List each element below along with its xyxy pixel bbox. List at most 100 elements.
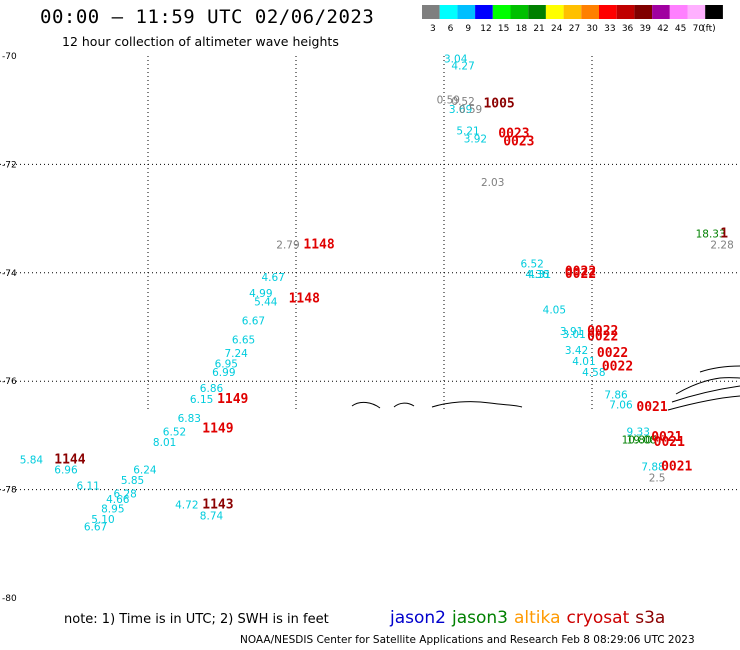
wave-height-label: 0.59 — [437, 95, 460, 107]
latitude-label: -70 — [2, 52, 17, 62]
wave-height-label: 4.01 — [572, 356, 595, 368]
legend-swatch — [599, 5, 617, 19]
pass-time-label: 0021 — [651, 430, 682, 445]
pass-time-label: 1149 — [217, 392, 248, 407]
legend-label: 9 — [465, 24, 471, 34]
satellite-legend-item: altika — [514, 608, 561, 628]
map-graticule — [0, 56, 740, 491]
satellite-legend-item: jason2 — [390, 608, 446, 628]
legend-swatch — [528, 5, 546, 19]
legend-swatch — [439, 5, 458, 19]
legend-label: 45 — [675, 24, 686, 34]
pass-time-label: 1 — [720, 227, 728, 242]
legend-label: 70 — [693, 24, 705, 34]
wave-height-label: 4.67 — [261, 272, 284, 284]
wave-height-label: 8.95 — [101, 503, 124, 515]
legend-swatch — [563, 5, 582, 19]
latitude-label: -76 — [2, 377, 17, 387]
legend-label: 24 — [551, 24, 563, 34]
wave-height-label: 7.24 — [224, 348, 248, 360]
legend-label: 12 — [480, 24, 491, 34]
legend-label: 15 — [498, 24, 509, 34]
wave-height-label: 0.59 — [459, 104, 482, 116]
wave-height-label: 6.83 — [178, 413, 201, 425]
pass-time-label: 0022 — [565, 265, 596, 280]
map-subtitle: 12 hour collection of altimeter wave hei… — [62, 34, 339, 49]
wave-height-label: 7.06 — [609, 399, 633, 411]
legend-label: 33 — [604, 24, 615, 34]
legend-label: 39 — [640, 24, 652, 34]
wave-height-label: 3.42 — [565, 345, 588, 357]
footer-note: note: 1) Time is in UTC; 2) SWH is in fe… — [64, 612, 329, 627]
pass-time-label: 1143 — [202, 498, 233, 513]
wave-height-label: 5.84 — [20, 455, 44, 467]
wave-height-label: 6.24 — [133, 464, 157, 476]
legend-swatch — [669, 5, 688, 19]
wave-height-label: 6.96 — [54, 464, 78, 476]
wave-height-label: 7.86 — [604, 390, 628, 402]
latitude-label: -80 — [2, 594, 17, 604]
legend-label: 3 — [430, 24, 436, 34]
legend-swatch — [581, 5, 599, 19]
wave-height-label: 18.33 — [696, 229, 726, 241]
legend-swatch — [510, 5, 529, 19]
wave-height-label: 0.52 — [451, 96, 474, 108]
pass-time-label: 0022 — [602, 359, 633, 374]
satellite-legend: jason2 jason3 altika cryosat s3a — [390, 608, 671, 628]
wave-height-label: 3.91 — [560, 326, 583, 338]
wave-height-label: 4.66 — [106, 494, 130, 506]
pass-time-label: 1149 — [202, 422, 233, 437]
legend-label: 30 — [586, 24, 598, 34]
pass-time-label: 1005 — [483, 96, 514, 111]
coast-segment — [667, 395, 740, 411]
pass-time-label: 0022 — [587, 330, 618, 345]
wave-height-label: 4.05 — [543, 304, 566, 316]
pass-time-label: 1148 — [289, 292, 320, 307]
wave-height-label: 2.5 — [649, 472, 666, 484]
wave-height-label: 3.04 — [444, 54, 468, 66]
wave-height-label: 6.28 — [113, 489, 136, 501]
wave-height-label: 2.28 — [710, 239, 733, 251]
pass-time-label: 0022 — [565, 267, 596, 282]
legend-swatch — [634, 5, 653, 19]
wave-height-label: 6.52 — [163, 426, 186, 438]
wave-height-map: -70-72-74-76-78-80-165-162-159-156-153-1… — [0, 52, 740, 604]
wave-height-color-legend: 3 6 9 12 15 18 21 24 27 30 33 36 39 42 45 70(ft) — [422, 5, 723, 34]
satellite-legend-item: cryosat — [566, 608, 630, 628]
wave-height-label: 19.08 — [627, 435, 657, 447]
legend-label: 18 — [516, 24, 528, 34]
wave-height-label: 6.86 — [200, 383, 224, 395]
wave-height-label: 2.03 — [481, 177, 504, 189]
coast-segment — [671, 385, 740, 403]
wave-height-label: 4.27 — [451, 61, 474, 73]
wave-height-label: 5.85 — [121, 475, 144, 487]
legend-swatch — [492, 5, 511, 19]
legend-swatch — [422, 5, 440, 19]
coast-segment — [675, 377, 740, 395]
wave-height-label: 5.44 — [254, 296, 278, 308]
legend-label: 27 — [569, 24, 580, 34]
wave-height-label: 5.10 — [91, 514, 114, 526]
legend-swatch — [616, 5, 635, 19]
wave-height-label: 4.31 — [528, 269, 551, 281]
coast-segment — [351, 401, 381, 409]
wave-height-label: 2.79 — [276, 239, 299, 251]
legend-swatch — [545, 5, 564, 19]
legend-label: 6 — [448, 24, 454, 34]
legend-unit: (ft) — [702, 24, 716, 34]
pass-time-label: 0022 — [587, 324, 618, 339]
latitude-label: -74 — [2, 269, 17, 279]
pass-time-label: 0023 — [498, 126, 529, 141]
wave-height-label: 6.11 — [76, 481, 99, 493]
pass-time-label: 0021 — [661, 460, 692, 475]
wave-height-label: 5.21 — [456, 126, 479, 138]
latitude-label: -78 — [2, 486, 17, 496]
wave-height-label: 6.95 — [215, 359, 238, 371]
wave-height-label: 4.58 — [582, 367, 605, 379]
coast-segment — [393, 402, 415, 408]
satellite-legend-item: jason3 — [452, 608, 508, 628]
wave-height-label: 3.69 — [449, 104, 472, 116]
wave-height-label: 6.67 — [242, 315, 265, 327]
map-title: 00:00 – 11:59 UTC 02/06/2023 — [40, 6, 375, 28]
wave-height-label: 6.15 — [190, 394, 213, 406]
